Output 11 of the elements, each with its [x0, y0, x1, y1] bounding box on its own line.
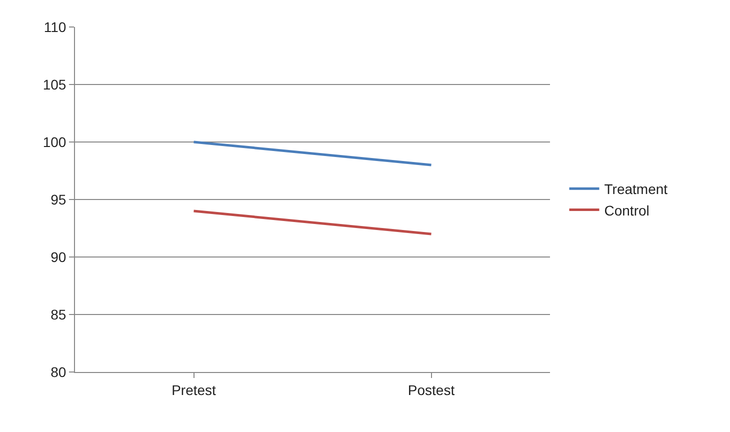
y-tick-label: 100	[42, 134, 66, 150]
y-tick-label: 95	[50, 191, 66, 208]
y-tick-label: 90	[50, 248, 66, 265]
legend-label: Control	[604, 202, 650, 218]
legend-label: Treatment	[604, 181, 668, 198]
y-tick-label: 105	[42, 76, 66, 92]
y-tick-label: 80	[50, 364, 66, 380]
x-tick-label: Postest	[408, 382, 455, 398]
y-tick-label: 110	[44, 18, 66, 35]
y-tick-label: 85	[50, 306, 66, 322]
x-tick-label: Pretest	[172, 382, 216, 398]
